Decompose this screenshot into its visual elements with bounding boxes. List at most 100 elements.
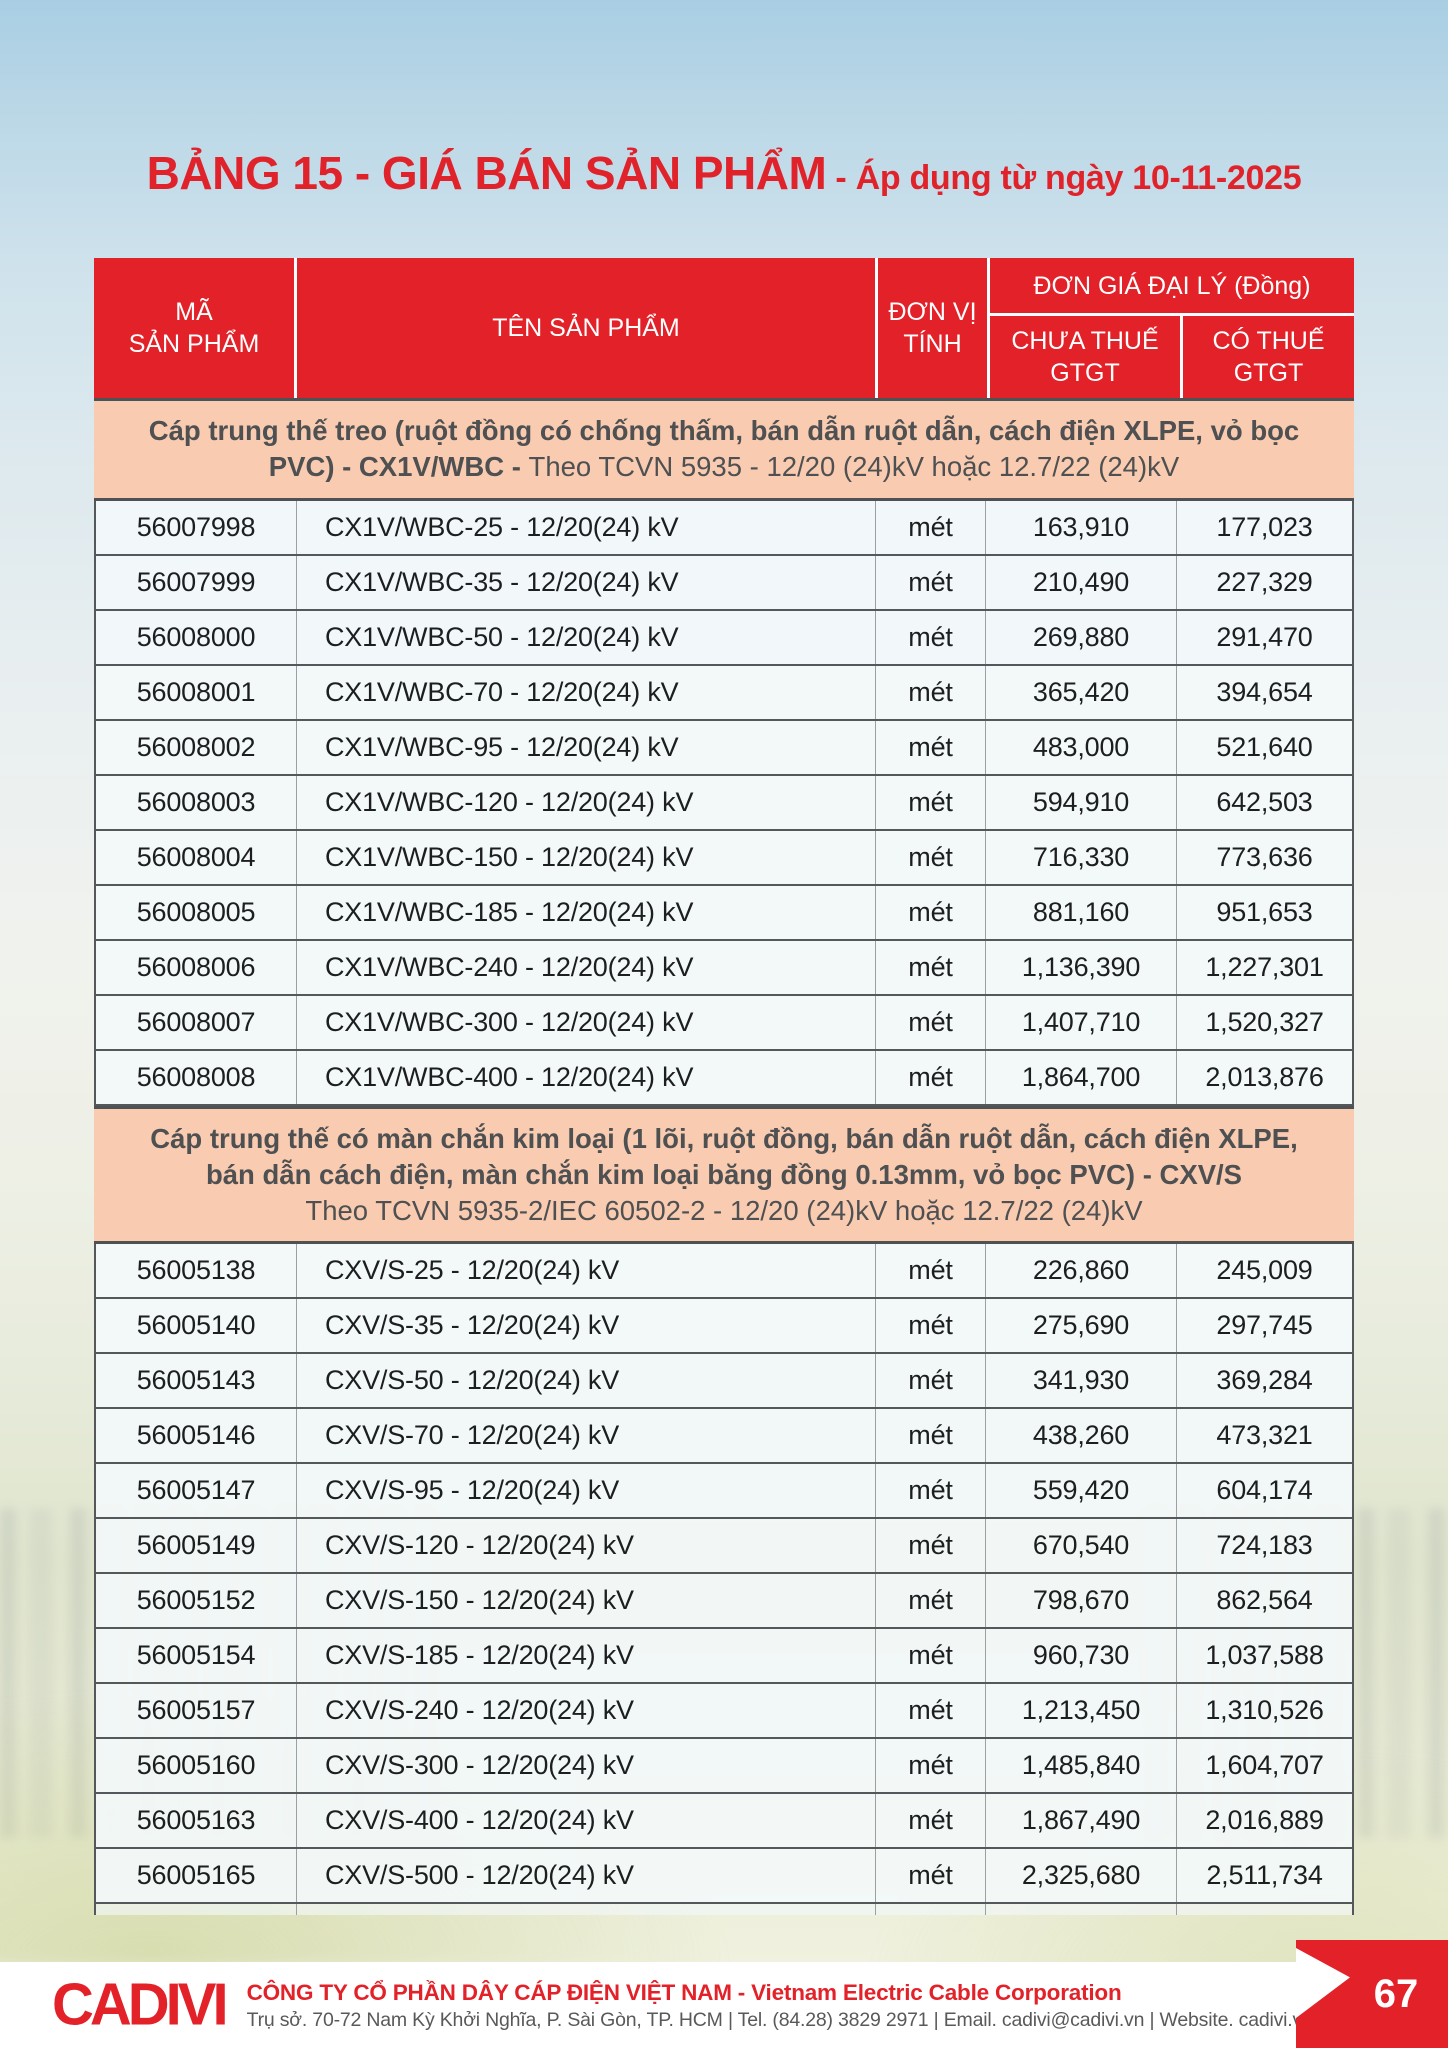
cell-name: CXV/S-120 - 12/20(24) kV: [297, 1519, 876, 1573]
cell-code: 56007999: [96, 555, 297, 609]
cell-price-ex: 365,420: [986, 665, 1177, 719]
cell-unit: mét: [876, 720, 986, 774]
cell-name: CX1V/WBC-400 - 12/20(24) kV: [297, 1050, 876, 1104]
cell-price-ex: 1,136,390: [986, 940, 1177, 994]
cell-code: 56008006: [96, 940, 297, 994]
badge-chevron-icon: [1296, 1940, 1448, 2048]
cell-name: CXV/S-300 - 12/20(24) kV: [297, 1739, 876, 1793]
cell-unit: mét: [876, 1299, 986, 1353]
footer-company-name: CÔNG TY CỔ PHẦN DÂY CÁP ĐIỆN VIỆT NAM - …: [246, 1980, 1122, 2005]
cell-price-inc: 177,023: [1216, 511, 1313, 542]
cell-price-ex: 1,867,490: [986, 1794, 1177, 1848]
cell-price-inc: 521,640: [1216, 731, 1313, 762]
cell-code: 56008002: [96, 720, 297, 774]
cell-price-ex: 881,160: [986, 885, 1177, 939]
cell-name: CXV/S-240 - 12/20(24) kV: [297, 1684, 876, 1738]
section-heading-note: Theo TCVN 5935-2/IEC 60502-2 - 12/20 (24…: [305, 1195, 1143, 1227]
page-title: BẢNG 15 - GIÁ BÁN SẢN PHẨM - Áp dụng từ …: [0, 146, 1448, 200]
cell-unit: mét: [876, 885, 986, 939]
section-heading-bold: Cáp trung thế có màn chắn kim loại (1 lõ…: [150, 1122, 1298, 1190]
table-row: 56005152 CXV/S-150 - 12/20(24) kV mét 79…: [96, 1574, 1352, 1630]
cell-price-inc: 473,321: [1216, 1420, 1313, 1451]
cell-unit: mét: [876, 1354, 986, 1408]
section-heading: Cáp trung thế treo (ruột đồng có chống t…: [94, 398, 1354, 501]
column-header-price-group: ĐƠN GIÁ ĐẠI LÝ (Đồng): [990, 258, 1354, 313]
cell-price-ex: 1,213,450: [986, 1684, 1177, 1738]
cell-price-inc: 604,174: [1216, 1475, 1313, 1506]
footer-info: CÔNG TY CỔ PHẦN DÂY CÁP ĐIỆN VIỆT NAM - …: [247, 1978, 1313, 2032]
cell-code: 56008000: [96, 610, 297, 664]
cell-price-ex: 559,420: [986, 1464, 1177, 1518]
section-heading-bold: Cáp trung thế treo (ruột đồng có chống t…: [148, 415, 1300, 483]
table-row: 56005157 CXV/S-240 - 12/20(24) kV mét 1,…: [96, 1684, 1352, 1740]
cell-unit: mét: [876, 1464, 986, 1518]
cell-price-ex: 483,000: [986, 720, 1177, 774]
table-row: 56007998 CX1V/WBC-25 - 12/20(24) kV mét …: [96, 500, 1352, 556]
cell-unit: mét: [876, 1739, 986, 1793]
cell-name: CXV/S-50 - 12/20(24) kV: [297, 1354, 876, 1408]
table-cutoff-row: [94, 1904, 1354, 1916]
cell-name: CXV/S-25 - 12/20(24) kV: [297, 1244, 876, 1298]
column-header-price-inc-vat: CÓ THUẾ GTGT: [1183, 316, 1354, 398]
table-row: 56005147 CXV/S-95 - 12/20(24) kV mét 559…: [96, 1464, 1352, 1520]
cell-name: CXV/S-35 - 12/20(24) kV: [297, 1299, 876, 1353]
cell-unit: mét: [876, 665, 986, 719]
table-row: 56005138 CXV/S-25 - 12/20(24) kV mét 226…: [96, 1244, 1352, 1300]
cell-code: 56008001: [96, 665, 297, 719]
cell-code: 56005147: [96, 1464, 297, 1518]
cell-price-ex: 1,407,710: [986, 995, 1177, 1049]
table-row: 56008003 CX1V/WBC-120 - 12/20(24) kV mét…: [96, 775, 1352, 831]
table-row: 56005154 CXV/S-185 - 12/20(24) kV mét 96…: [96, 1629, 1352, 1685]
cell-price-inc: 2,016,889: [1205, 1805, 1324, 1836]
table-row: 56005140 CXV/S-35 - 12/20(24) kV mét 275…: [96, 1299, 1352, 1355]
cell-price-inc: 297,745: [1216, 1310, 1313, 1341]
cell-price-ex: 269,880: [986, 610, 1177, 664]
cell-unit: mét: [876, 1794, 986, 1848]
cell-price-inc: 951,653: [1216, 896, 1313, 927]
cell-name: CXV/S-400 - 12/20(24) kV: [297, 1794, 876, 1848]
cell-code: 56005149: [96, 1519, 297, 1573]
cell-unit: mét: [876, 610, 986, 664]
table-row: 56005143 CXV/S-50 - 12/20(24) kV mét 341…: [96, 1354, 1352, 1410]
page-title-main: BẢNG 15 - GIÁ BÁN SẢN PHẨM: [146, 147, 827, 199]
cell-price-inc: 2,511,734: [1206, 1860, 1323, 1891]
cell-name: CXV/S-70 - 12/20(24) kV: [297, 1409, 876, 1463]
cell-unit: mét: [876, 1050, 986, 1104]
section-rows: 56007998 CX1V/WBC-25 - 12/20(24) kV mét …: [94, 500, 1354, 1106]
cell-price-ex: 670,540: [986, 1519, 1177, 1573]
cell-name: CXV/S-185 - 12/20(24) kV: [297, 1629, 876, 1683]
cell-code: 56008005: [96, 885, 297, 939]
table-row: 56008004 CX1V/WBC-150 - 12/20(24) kV mét…: [96, 830, 1352, 886]
cell-unit: mét: [876, 940, 986, 994]
cell-price-inc: 1,037,588: [1205, 1640, 1324, 1671]
cell-name: CX1V/WBC-95 - 12/20(24) kV: [297, 720, 876, 774]
cell-price-inc: 369,284: [1216, 1365, 1313, 1396]
cell-code: 56005146: [96, 1409, 297, 1463]
cell-price-ex: 716,330: [986, 830, 1177, 884]
cell-price-ex: 1,485,840: [986, 1739, 1177, 1793]
cell-code: 56008008: [96, 1050, 297, 1104]
cell-price-inc: 1,520,327: [1205, 1006, 1324, 1037]
table-section: Cáp trung thế treo (ruột đồng có chống t…: [94, 398, 1354, 1106]
page-number-badge: 67: [1296, 1940, 1448, 2048]
cell-price-ex: 438,260: [986, 1409, 1177, 1463]
cell-code: 56005138: [96, 1244, 297, 1298]
table-row: 56005146 CXV/S-70 - 12/20(24) kV mét 438…: [96, 1409, 1352, 1465]
cell-code: 56005165: [96, 1849, 297, 1903]
price-table: MÃ SẢN PHẨM TÊN SẢN PHẨM ĐƠN VỊ TÍNH ĐƠN…: [94, 258, 1354, 1916]
cell-name: CX1V/WBC-240 - 12/20(24) kV: [297, 940, 876, 994]
cell-unit: mét: [876, 1684, 986, 1738]
cell-price-ex: 594,910: [986, 775, 1177, 829]
table-row: 56008001 CX1V/WBC-70 - 12/20(24) kV mét …: [96, 665, 1352, 721]
table-row: 56008000 CX1V/WBC-50 - 12/20(24) kV mét …: [96, 610, 1352, 666]
cell-price-inc: 773,636: [1216, 841, 1313, 872]
cell-name: CX1V/WBC-50 - 12/20(24) kV: [297, 610, 876, 664]
cell-price-inc: 1,227,301: [1205, 951, 1324, 982]
column-header-price-ex-vat: CHƯA THUẾ GTGT: [990, 316, 1180, 398]
cell-code: 56007998: [96, 500, 297, 554]
cell-unit: mét: [876, 1519, 986, 1573]
cell-unit: mét: [876, 555, 986, 609]
cell-unit: mét: [876, 775, 986, 829]
cell-unit: mét: [876, 1574, 986, 1628]
table-row: 56008007 CX1V/WBC-300 - 12/20(24) kV mét…: [96, 995, 1352, 1051]
